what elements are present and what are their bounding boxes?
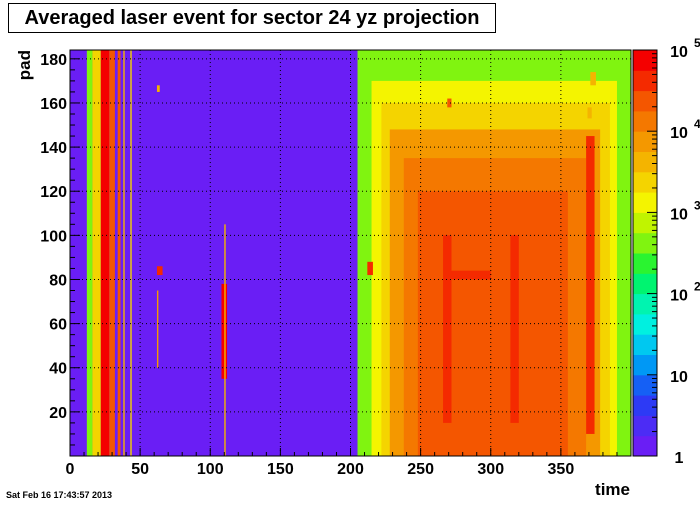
colorbar-cell [633, 273, 657, 295]
colorbar-cell [633, 90, 657, 112]
chart-title: Averaged laser event for sector 24 yz pr… [8, 3, 496, 33]
grid-lines [70, 50, 631, 456]
heatmap-streak [586, 136, 595, 434]
colorbar-cell [633, 192, 657, 213]
heatmap-streak [117, 50, 121, 456]
colorbar-tick-label: 10 [670, 206, 688, 223]
colorbar-tick-label: 10 [670, 125, 688, 142]
y-tick-label: 160 [40, 96, 67, 113]
y-tick-label: 40 [49, 361, 67, 378]
y-tick-label: 180 [40, 52, 67, 69]
heatmap-streak [447, 98, 452, 108]
colorbar-cell [633, 151, 657, 173]
colorbar-cell [633, 50, 657, 71]
colorbar-cell [633, 110, 657, 132]
colorbar-cell [633, 334, 657, 355]
heatmap-streak [123, 50, 125, 456]
colorbar-cell [633, 171, 657, 193]
heatmap-streak [100, 50, 110, 456]
heatmap-streak [156, 266, 163, 276]
colorbar-cell [633, 395, 657, 416]
colorbar-tick-label: 10 [670, 44, 688, 61]
timestamp: Sat Feb 16 17:43:57 2013 [6, 490, 113, 500]
colorbar-cell [633, 435, 657, 457]
colorbar-tick-exponent: 4 [694, 117, 700, 131]
y-tick-label: 120 [40, 184, 67, 201]
colorbar-tick-label: 1 [675, 450, 684, 467]
x-tick-label: 300 [477, 461, 504, 478]
y-axis-label: pad [15, 50, 34, 80]
colorbar-cell [633, 131, 657, 152]
heatmap-streak [443, 235, 452, 423]
axes: 0 50 100 150 200 250 300 350 20 40 60 80 100 120 140 16… [40, 52, 618, 478]
y-tick-label: 100 [40, 228, 67, 245]
heatmap-streak [510, 235, 519, 423]
colorbar-tick-exponent: 2 [694, 280, 700, 294]
heatmap-streak [130, 50, 132, 456]
x-tick-label: 50 [131, 461, 149, 478]
colorbar-tick-label: 10 [670, 369, 688, 386]
colorbar-cell [633, 415, 657, 437]
colorbar-frame [632, 49, 658, 457]
heatmap-streak [367, 261, 373, 276]
heatmap-streak [109, 50, 115, 456]
colorbar-tick-exponent: 3 [694, 198, 700, 212]
x-tick-label: 200 [337, 461, 364, 478]
colorbar-cell [633, 293, 657, 315]
x-tick-label: 150 [267, 461, 294, 478]
x-axis-label: time [595, 480, 630, 499]
colorbar-cell [633, 313, 657, 335]
colorbar-cell [633, 70, 657, 92]
heatmap-streak [224, 224, 226, 456]
heatmap-streak [590, 72, 596, 86]
heatmap-streak [92, 50, 101, 456]
colorbar-cell [633, 374, 657, 396]
y-tick-label: 140 [40, 140, 67, 157]
colorbar-cell [633, 212, 657, 234]
colorbar: 1 10 10 2 10 3 10 4 10 5 [632, 36, 700, 467]
colorbar-tick-label: 10 [670, 288, 688, 305]
y-tick-label: 20 [49, 405, 67, 422]
y-tick-label: 60 [49, 317, 67, 334]
colorbar-tick-exponent: 5 [694, 36, 700, 50]
heatmap-streak [451, 270, 491, 280]
heatmap-streak [156, 85, 160, 92]
colorbar-cell [633, 232, 657, 254]
heatmap-streak [86, 50, 93, 456]
heatmap-streak [587, 107, 592, 119]
x-tick-label: 0 [66, 461, 75, 478]
x-tick-label: 100 [197, 461, 224, 478]
x-tick-label: 250 [407, 461, 434, 478]
heatmap-streak [156, 290, 159, 368]
colorbar-cell [633, 253, 657, 274]
y-tick-label: 80 [49, 272, 67, 289]
colorbar-cell [633, 354, 657, 376]
x-tick-label: 350 [548, 461, 575, 478]
